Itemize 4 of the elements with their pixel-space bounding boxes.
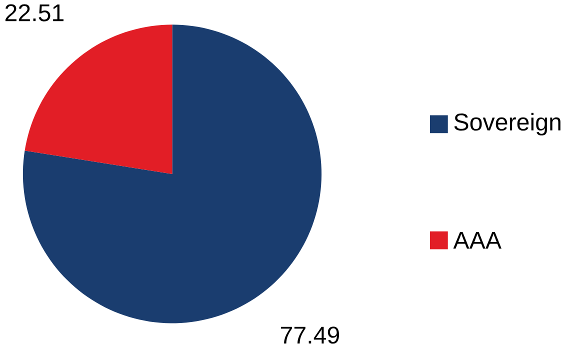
legend-label: AAA	[453, 232, 502, 249]
legend-label: Sovereign	[454, 112, 560, 136]
data-label: 22.51	[5, 4, 64, 22]
data-label: 77.49	[280, 326, 340, 344]
